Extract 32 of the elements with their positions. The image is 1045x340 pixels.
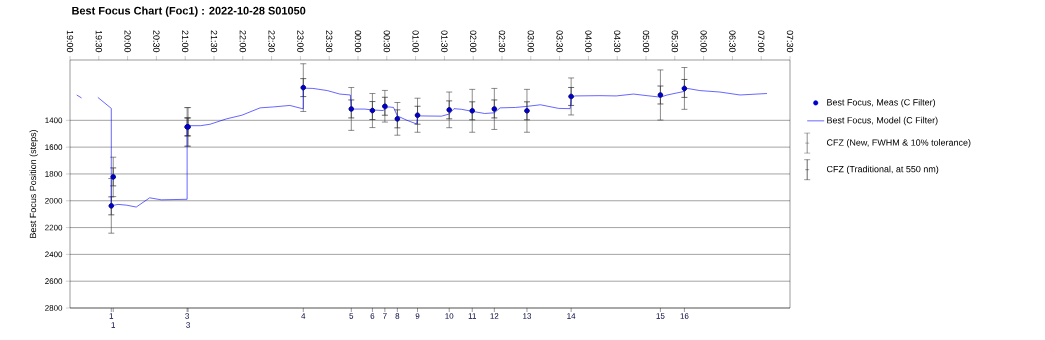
x-tick-label: 01:00 (412, 30, 419, 53)
x-tick-label: 05:30 (671, 30, 678, 53)
x-tick-label: 19:30 (95, 30, 102, 53)
x-tick-label: 19:00 (66, 30, 74, 53)
x-tick-label: 05:00 (642, 30, 650, 53)
x-tick-label: 01:30 (441, 30, 448, 53)
chart-title: Best Focus Chart (Foc1) : 2022-10-28 S01050 (72, 6, 306, 17)
x-tick-label: 03:00 (527, 30, 534, 53)
x-tick-label: 04:00 (585, 30, 592, 53)
legend-label: CFZ (New, FWHM & 10% tolerance) (826, 139, 971, 148)
legend-label: Best Focus, Meas (C Filter) (827, 98, 936, 108)
x-tick-label: 23:00 (297, 30, 304, 53)
x-tick-label: 21:30 (210, 30, 218, 53)
x-tick-label: 06:30 (729, 30, 736, 53)
x-tick-label: 22:00 (239, 30, 246, 53)
x-tick-label: 07:30 (786, 30, 794, 53)
x-tick-label: 23:30 (326, 30, 333, 53)
x-tick-label: 03:30 (556, 30, 563, 53)
x-tick-label: 20:30 (153, 30, 160, 53)
x-tick-label: 07:00 (758, 30, 765, 53)
legend-label: CFZ (Traditional, at 550 nm) (826, 165, 939, 175)
x-tick-label: 21:00 (182, 30, 189, 53)
y-axis-title: Best Focus Position (steps) (29, 130, 38, 238)
x-tick-label: 02:30 (498, 30, 506, 53)
x-tick-label: 02:00 (470, 30, 477, 53)
x-tick-label: 04:30 (614, 30, 621, 53)
x-tick-label: 20:00 (124, 30, 131, 53)
x-tick-label: 00:00 (354, 30, 362, 53)
x-tick-label: 06:00 (700, 30, 707, 53)
legend-label: Best Focus, Model (C Filter) (827, 116, 938, 126)
x-tick-label: 00:30 (383, 30, 390, 53)
x-tick-label: 22:30 (268, 30, 275, 53)
